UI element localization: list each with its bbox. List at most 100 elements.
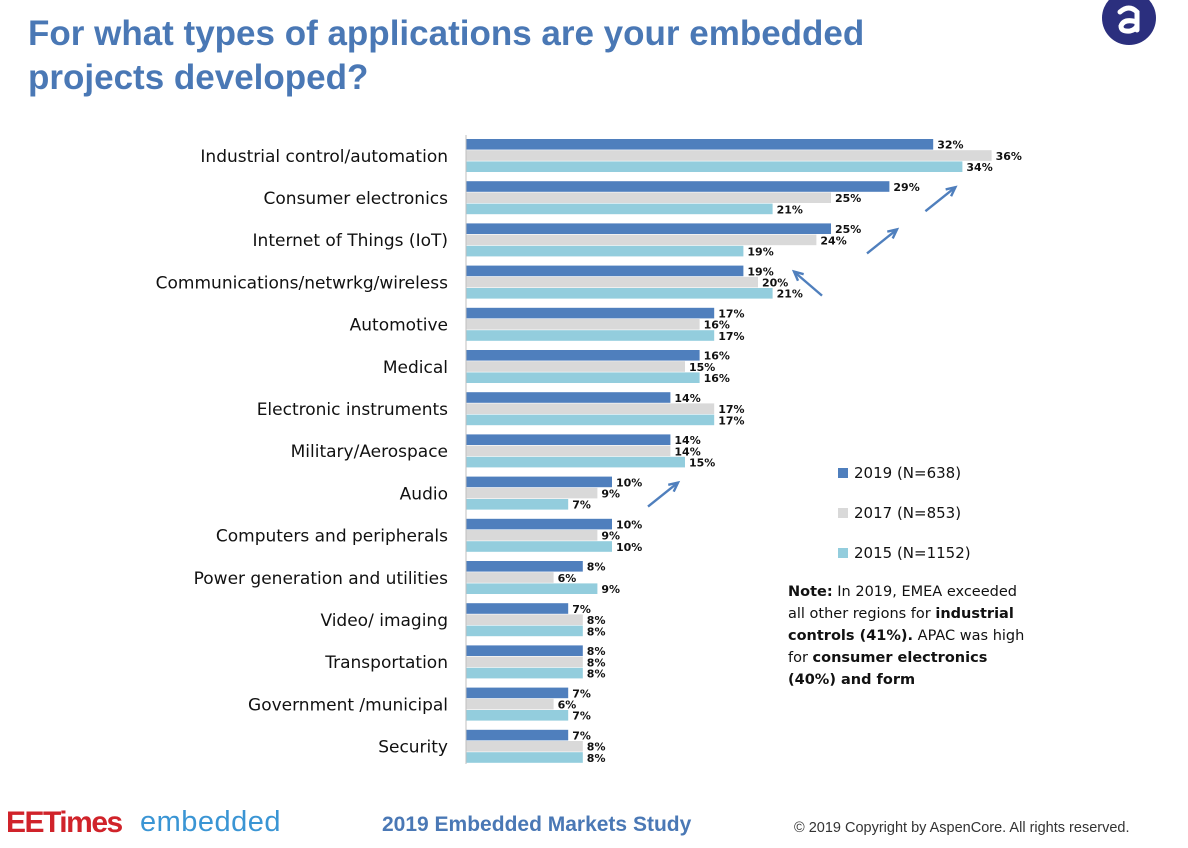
legend-swatch bbox=[838, 468, 848, 478]
bar-electronic-instruments-s0 bbox=[466, 392, 671, 403]
data-label-audio-s2: 7% bbox=[572, 499, 591, 512]
data-label-security-s2: 8% bbox=[587, 752, 606, 765]
bar-video-imaging-s2 bbox=[466, 625, 583, 637]
legend-label: 2017 (N=853) bbox=[854, 504, 962, 522]
data-label-military-aerospace-s2: 15% bbox=[689, 457, 715, 470]
data-label-security-s1: 8% bbox=[587, 741, 606, 754]
bar-security-s2 bbox=[466, 752, 583, 763]
data-label-communications-netwrkg-wireless-s1: 20% bbox=[762, 277, 788, 290]
category-label-audio: Audio bbox=[400, 484, 448, 504]
bar-medical-s0 bbox=[466, 350, 700, 361]
trend-arrowhead-audio bbox=[667, 480, 681, 493]
trend-arrowhead-internet-of-things-iot bbox=[886, 227, 900, 239]
category-label-medical: Medical bbox=[383, 358, 448, 378]
legend-label: 2019 (N=638) bbox=[854, 464, 962, 482]
trend-arrowhead-consumer-electronics bbox=[945, 185, 958, 197]
bar-power-generation-and-utilities-s1 bbox=[466, 572, 554, 583]
title-line-2: projects developed? bbox=[28, 58, 369, 97]
data-label-consumer-electronics-s2: 21% bbox=[777, 203, 803, 216]
legend-swatch bbox=[838, 508, 848, 518]
bar-communications-netwrkg-wireless-s1 bbox=[466, 276, 758, 288]
bar-military-aerospace-s2 bbox=[466, 456, 685, 468]
category-label-communications-netwrkg-wireless: Communications/netwrkg/wireless bbox=[156, 273, 448, 293]
bar-security-s0 bbox=[466, 729, 569, 741]
category-label-security: Security bbox=[378, 738, 448, 758]
category-label-military-aerospace: Military/Aerospace bbox=[291, 442, 448, 462]
bar-computers-and-peripherals-s1 bbox=[466, 530, 598, 541]
data-label-automotive-s2: 17% bbox=[718, 330, 744, 343]
data-label-computers-and-peripherals-s2: 10% bbox=[616, 541, 642, 554]
legend-swatch bbox=[838, 548, 848, 558]
trend-arrowhead-communications-netwrkg-wireless bbox=[791, 269, 804, 282]
data-label-power-generation-and-utilities-s1: 6% bbox=[558, 572, 577, 585]
data-label-electronic-instruments-s2: 17% bbox=[718, 414, 744, 427]
embedded-logo: embedded bbox=[140, 806, 282, 838]
data-label-communications-netwrkg-wireless-s0: 19% bbox=[747, 265, 773, 278]
data-label-computers-and-peripherals-s1: 9% bbox=[601, 530, 620, 543]
data-label-audio-s0: 10% bbox=[616, 476, 642, 489]
category-label-electronic-instruments: Electronic instruments bbox=[257, 400, 448, 420]
data-label-internet-of-things-iot-s2: 19% bbox=[747, 246, 773, 259]
bar-internet-of-things-iot-s1 bbox=[466, 234, 817, 246]
data-label-medical-s1: 15% bbox=[689, 361, 715, 374]
data-label-internet-of-things-iot-s1: 24% bbox=[820, 234, 846, 247]
title-line-1: For what types of applications are your … bbox=[28, 14, 865, 53]
bar-transportation-s1 bbox=[466, 656, 583, 668]
trend-arrow-consumer-electronics bbox=[924, 186, 957, 213]
data-label-power-generation-and-utilities-s0: 8% bbox=[587, 561, 606, 574]
data-label-electronic-instruments-s1: 17% bbox=[718, 403, 744, 416]
category-label-transportation: Transportation bbox=[324, 653, 448, 673]
data-label-automotive-s0: 17% bbox=[718, 308, 744, 321]
aspencore-logo-icon bbox=[1102, 0, 1156, 45]
category-label-industrial-control-automation: Industrial control/automation bbox=[200, 147, 448, 167]
bar-automotive-s0 bbox=[466, 307, 715, 319]
legend-item-1: 2017 (N=853) bbox=[838, 504, 961, 522]
data-label-electronic-instruments-s0: 14% bbox=[674, 392, 700, 405]
bar-consumer-electronics-s1 bbox=[466, 192, 831, 203]
bar-medical-s1 bbox=[466, 361, 685, 372]
data-label-transportation-s2: 8% bbox=[587, 668, 606, 681]
category-label-internet-of-things-iot: Internet of Things (IoT) bbox=[253, 231, 448, 251]
data-label-audio-s1: 9% bbox=[601, 488, 620, 501]
eetimes-logo: EETimes bbox=[6, 806, 123, 839]
bar-industrial-control-automation-s1 bbox=[466, 150, 992, 161]
bar-audio-s1 bbox=[466, 487, 598, 499]
bar-audio-s0 bbox=[466, 476, 612, 488]
bar-automotive-s1 bbox=[466, 319, 700, 330]
data-label-industrial-control-automation-s1: 36% bbox=[996, 150, 1022, 163]
bar-automotive-s2 bbox=[466, 330, 715, 341]
bar-government-municipal-s2 bbox=[466, 710, 569, 721]
data-label-consumer-electronics-s0: 29% bbox=[893, 181, 919, 194]
bar-audio-s2 bbox=[466, 499, 569, 510]
data-label-government-municipal-s0: 7% bbox=[572, 687, 591, 700]
bar-power-generation-and-utilities-s2 bbox=[466, 583, 598, 594]
legend-label: 2015 (N=1152) bbox=[854, 544, 971, 562]
bar-internet-of-things-iot-s2 bbox=[466, 245, 744, 257]
data-label-consumer-electronics-s1: 25% bbox=[835, 192, 861, 205]
data-label-industrial-control-automation-s2: 34% bbox=[966, 161, 992, 174]
bar-internet-of-things-iot-s0 bbox=[466, 223, 831, 234]
bar-military-aerospace-s0 bbox=[466, 434, 671, 445]
data-label-computers-and-peripherals-s0: 10% bbox=[616, 519, 642, 532]
data-label-industrial-control-automation-s0: 32% bbox=[937, 139, 963, 152]
bar-consumer-electronics-s2 bbox=[466, 203, 773, 215]
bar-computers-and-peripherals-s2 bbox=[466, 541, 612, 552]
bar-electronic-instruments-s1 bbox=[466, 403, 715, 414]
category-label-automotive: Automotive bbox=[350, 316, 448, 336]
note-text-2: APAC was high for bbox=[788, 628, 1025, 666]
bar-communications-netwrkg-wireless-s0 bbox=[466, 265, 744, 277]
data-label-power-generation-and-utilities-s2: 9% bbox=[601, 583, 620, 596]
legend-item-2: 2015 (N=1152) bbox=[838, 544, 971, 562]
note-prefix: Note: bbox=[788, 584, 833, 600]
data-label-communications-netwrkg-wireless-s2: 21% bbox=[777, 288, 803, 301]
bar-industrial-control-automation-s0 bbox=[466, 139, 934, 150]
category-label-video-imaging: Video/ imaging bbox=[320, 611, 448, 631]
bar-consumer-electronics-s0 bbox=[466, 181, 890, 192]
note-text-1: In 2019, EMEA exceeded all other regions… bbox=[788, 584, 1017, 622]
bar-video-imaging-s1 bbox=[466, 614, 583, 625]
data-label-automotive-s1: 16% bbox=[704, 319, 730, 332]
data-label-security-s0: 7% bbox=[572, 730, 591, 743]
data-label-medical-s0: 16% bbox=[704, 350, 730, 363]
bar-transportation-s2 bbox=[466, 667, 583, 679]
